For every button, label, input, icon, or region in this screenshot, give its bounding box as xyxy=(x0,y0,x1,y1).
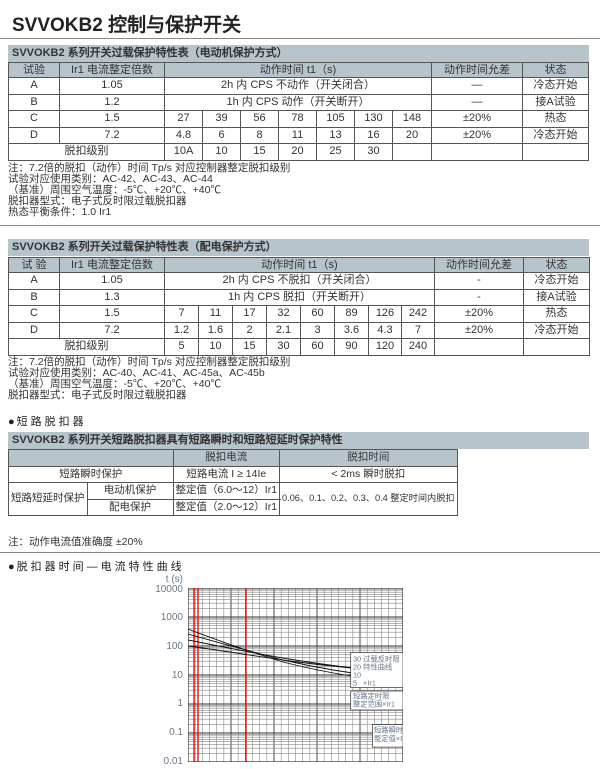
svg-text:整定值×Ie: 整定值×Ie xyxy=(374,734,403,743)
svg-text:整定范围×Ir1: 整定范围×Ir1 xyxy=(353,700,395,709)
svg-text:5 ×Ir1: 5 ×Ir1 xyxy=(353,679,376,688)
